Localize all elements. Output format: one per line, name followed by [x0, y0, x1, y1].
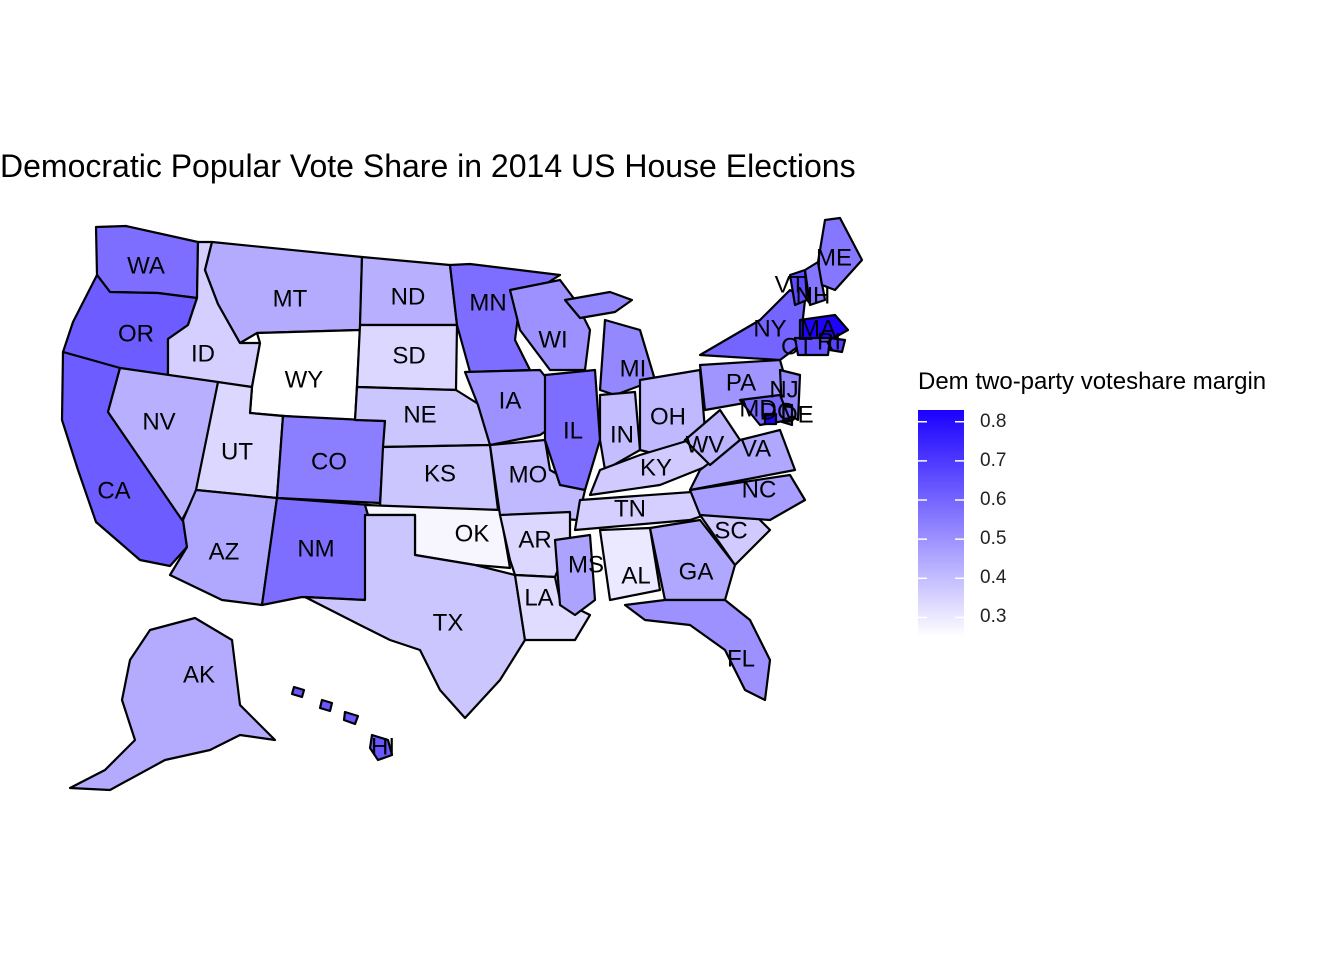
legend-colorbar	[918, 410, 964, 637]
state-label-ga: GA	[679, 558, 714, 585]
state-label-nc: NC	[742, 476, 777, 503]
state-label-ks: KS	[424, 460, 456, 487]
state-mi	[598, 318, 657, 397]
state-ak	[68, 616, 277, 792]
state-wv	[683, 408, 742, 467]
state-label-me: ME	[816, 244, 852, 271]
legend-title: Dem two-party voteshare margin	[918, 368, 1267, 395]
state-hi	[368, 733, 394, 762]
state-label-id: ID	[191, 340, 215, 367]
state-label-hi: HI	[371, 733, 395, 760]
state-label-al: AL	[621, 562, 650, 589]
state-label-nh: NH	[796, 282, 831, 309]
map-title: Democratic Popular Vote Share in 2014 US…	[0, 148, 856, 184]
state-ms	[553, 533, 597, 617]
state-label-az: AZ	[209, 538, 240, 565]
state-label-wa: WA	[127, 252, 165, 279]
state-label-nv: NV	[142, 408, 175, 435]
state-label-ct: CT	[781, 333, 813, 360]
state-label-in: IN	[610, 421, 634, 448]
state-label-de: DE	[780, 401, 813, 428]
legend-tick-label: 0.6	[980, 489, 1007, 511]
state-dc	[763, 412, 778, 426]
state-label-ny: NY	[753, 315, 786, 342]
legend-tick-label: 0.3	[980, 606, 1007, 628]
state-label-mo: MO	[509, 461, 548, 488]
state-label-sc: SC	[714, 517, 747, 544]
state-label-vt: VT	[775, 271, 806, 298]
state-nh	[803, 260, 827, 307]
state-label-la: LA	[524, 584, 553, 611]
state-vt	[788, 268, 809, 307]
state-fl	[623, 598, 772, 702]
state-label-ri: RI	[817, 328, 841, 355]
labels-layer: WA OR CA ID NV MT WY UT AZ CO NM ND SD NE KS OK TX MN IA MO…	[97, 244, 852, 760]
state-label-ia: IA	[499, 387, 522, 414]
state-label-oh: OH	[650, 403, 686, 430]
state-label-ok: OK	[455, 520, 490, 547]
state-label-tx: TX	[433, 609, 464, 636]
state-label-wy: WY	[285, 366, 324, 393]
state-label-sd: SD	[392, 342, 425, 369]
state-label-wv: WV	[686, 431, 725, 458]
state-label-ar: AR	[518, 526, 551, 553]
state-label-ky: KY	[640, 454, 672, 481]
state-label-md: MD	[739, 395, 776, 422]
state-label-ma: MA	[800, 315, 836, 342]
state-label-ut: UT	[221, 438, 253, 465]
state-label-co: CO	[311, 448, 347, 475]
legend-tick-label: 0.4	[980, 567, 1007, 589]
state-la	[513, 573, 592, 642]
state-label-va: VA	[741, 435, 771, 462]
legend-tick-label: 0.7	[980, 449, 1007, 471]
states-layer	[60, 216, 864, 792]
state-label-tn: TN	[614, 495, 646, 522]
state-ga	[648, 518, 737, 602]
state-label-mn: MN	[469, 289, 506, 316]
state-il	[543, 368, 602, 492]
state-hi-part	[342, 710, 360, 726]
state-label-il: IL	[563, 417, 583, 444]
state-label-pa: PA	[726, 369, 756, 396]
state-label-wi: WI	[538, 326, 567, 353]
state-hi-part	[290, 685, 306, 699]
state-al	[598, 526, 662, 602]
state-label-dc: DC	[760, 398, 795, 425]
state-ct	[793, 336, 832, 357]
state-tx	[303, 513, 527, 720]
state-label-nd: ND	[391, 283, 426, 310]
state-ma	[798, 313, 850, 342]
state-label-mi: MI	[620, 355, 647, 382]
legend-tick-label: 0.5	[980, 528, 1007, 550]
state-mi-part	[563, 290, 634, 320]
state-label-fl: FL	[727, 645, 755, 672]
state-label-or: OR	[118, 320, 154, 347]
state-label-nm: NM	[297, 535, 334, 562]
state-label-ca: CA	[97, 477, 130, 504]
state-label-mt: MT	[273, 285, 308, 312]
state-in	[598, 390, 642, 472]
state-label-ak: AK	[183, 661, 215, 688]
state-nc	[688, 473, 807, 522]
state-label-ms: MS	[568, 551, 604, 578]
state-me	[816, 216, 864, 292]
state-label-ne: NE	[403, 401, 436, 428]
state-hi-part	[318, 698, 334, 713]
state-label-nj: NJ	[769, 376, 798, 403]
state-md	[738, 393, 792, 427]
legend-tick-label: 0.8	[980, 410, 1007, 432]
